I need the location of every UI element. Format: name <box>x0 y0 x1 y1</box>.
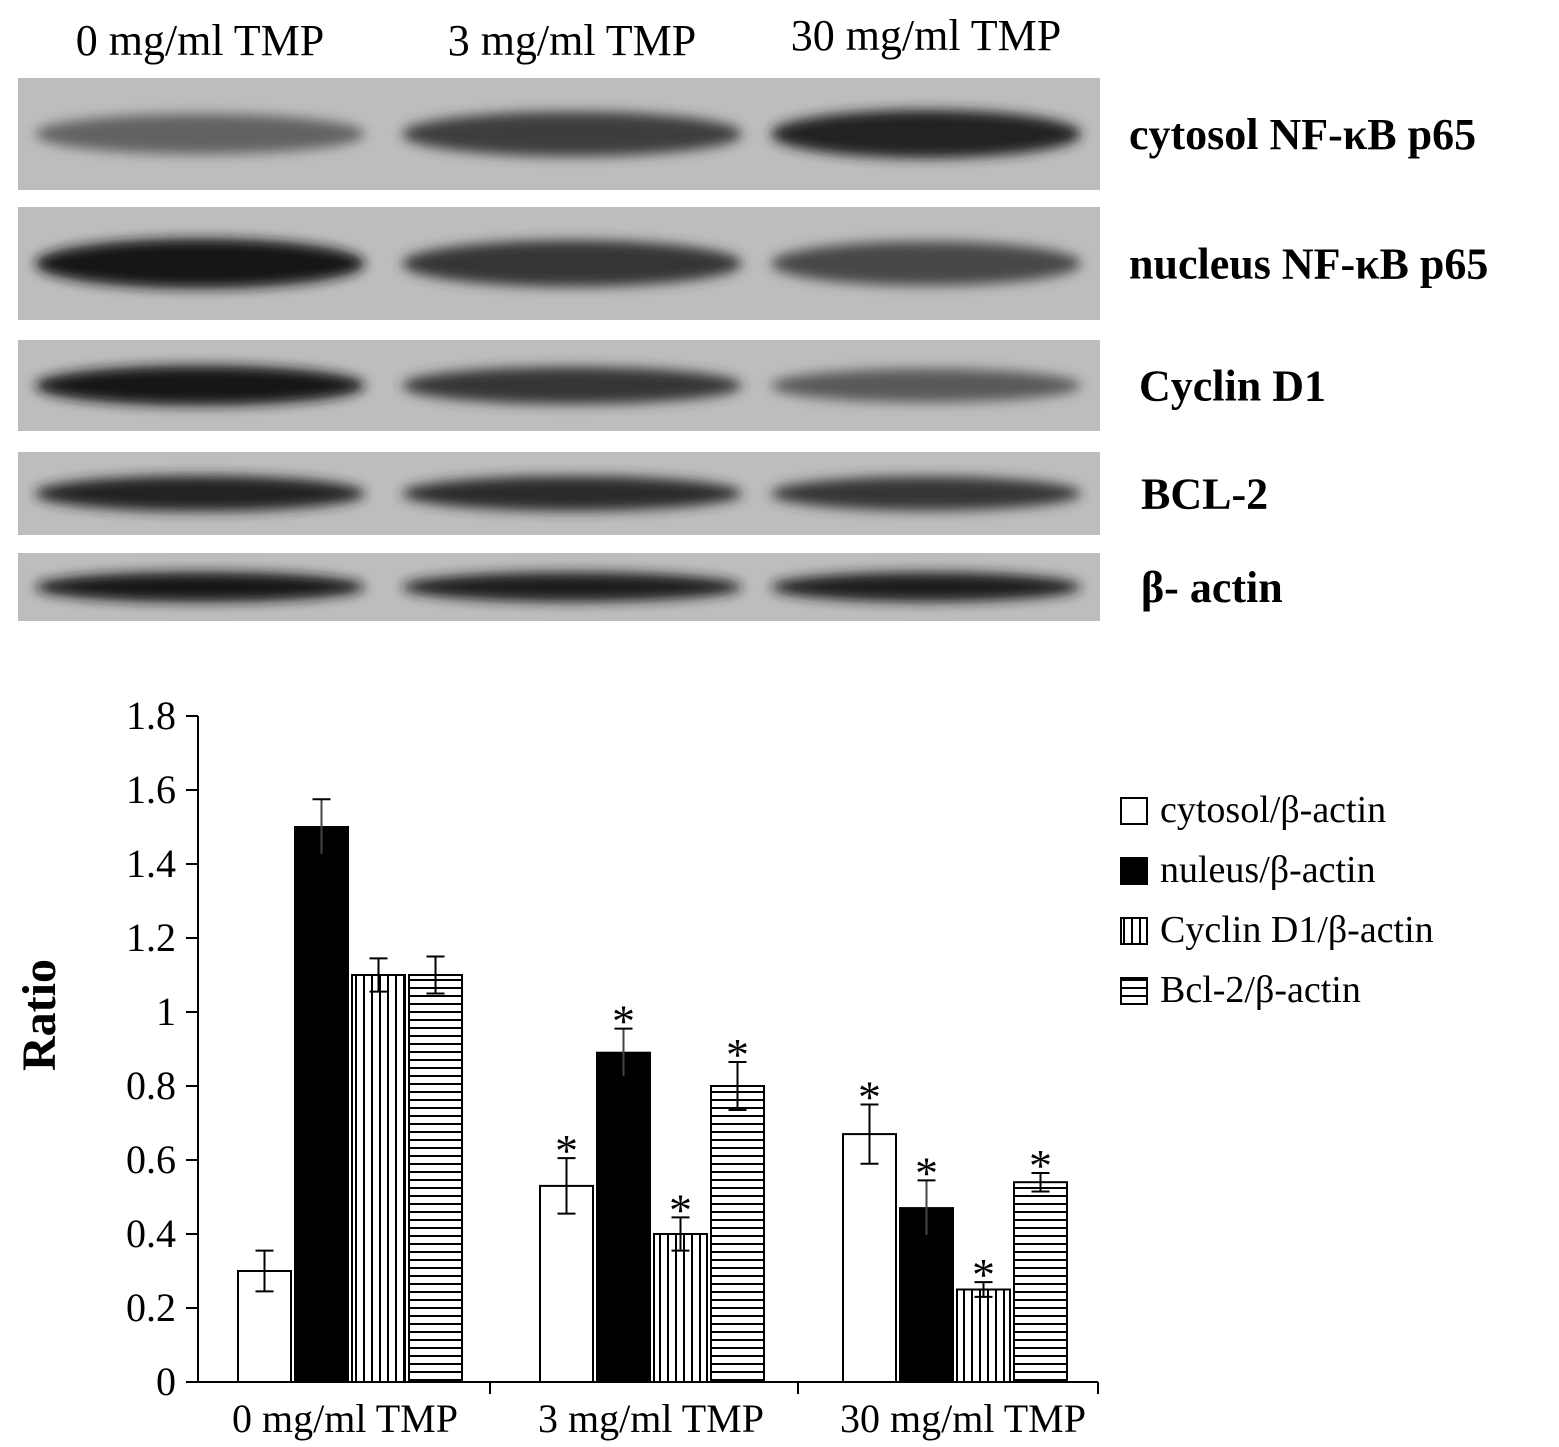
legend-item: Cyclin D1/β-actin <box>1120 909 1434 951</box>
bar <box>294 826 349 1383</box>
blot-band <box>35 475 365 512</box>
blot-band <box>402 240 742 287</box>
lane-labels: 0 mg/ml TMP 3 mg/ml TMP 30 mg/ml TMP <box>76 11 1062 65</box>
blot-row: nucleus NF-κB p65 <box>18 207 1488 320</box>
legend-swatch <box>1120 797 1148 825</box>
y-tick-label: 0.4 <box>126 1211 176 1256</box>
blot-band <box>771 476 1081 511</box>
lane-label-0: 0 mg/ml TMP <box>76 16 325 65</box>
y-tick-label: 1.2 <box>126 915 176 960</box>
blot-band <box>35 365 365 406</box>
legend-item: cytosol/β-actin <box>1120 789 1386 831</box>
blot-band <box>35 113 365 155</box>
y-tick-label: 0.8 <box>126 1063 176 1108</box>
lane-label-2: 30 mg/ml TMP <box>791 11 1062 60</box>
blot-band <box>771 572 1081 602</box>
y-tick-label: 1.8 <box>126 693 176 738</box>
blot-band <box>402 572 742 602</box>
legend: cytosol/β-actin nuleus/β-actin Cyclin D1/β… <box>1120 789 1434 1011</box>
bar <box>899 1207 954 1383</box>
blot-band <box>402 366 742 405</box>
bars: * * * * * * * * <box>237 798 1068 1384</box>
blot-band <box>35 572 365 602</box>
bar <box>956 1288 1011 1383</box>
legend-swatch <box>1120 977 1148 1005</box>
y-tick-label: 1.6 <box>126 767 176 812</box>
blot-row-label: β- actin <box>1141 563 1283 612</box>
y-tick-label: 0.6 <box>126 1137 176 1182</box>
x-tick-label: 3 mg/ml TMP <box>538 1396 764 1441</box>
significance-marker: * <box>1029 1140 1052 1191</box>
blot-row-label: BCL-2 <box>1141 470 1268 519</box>
legend-swatch <box>1120 857 1148 885</box>
x-tick-label: 30 mg/ml TMP <box>840 1396 1086 1441</box>
blot-band <box>402 476 742 511</box>
western-blot-panel: 0 mg/ml TMP 3 mg/ml TMP 30 mg/ml TMP cyt… <box>18 11 1488 621</box>
significance-marker: * <box>669 1184 692 1235</box>
bar <box>653 1233 708 1383</box>
lane-label-1: 3 mg/ml TMP <box>448 16 697 65</box>
significance-marker: * <box>555 1125 578 1176</box>
blot-band <box>771 109 1081 159</box>
x-axis: 0 mg/ml TMP 3 mg/ml TMP 30 mg/ml TMP <box>198 1381 1099 1441</box>
blot-band <box>35 238 365 289</box>
legend-label: Bcl-2/β-actin <box>1160 969 1361 1011</box>
bar <box>539 1184 594 1384</box>
bar <box>596 1051 651 1383</box>
y-tick-label: 1.4 <box>126 841 176 886</box>
bar <box>408 974 463 1383</box>
y-tick-label: 1 <box>156 989 176 1034</box>
bar <box>710 1085 765 1383</box>
legend-swatch <box>1120 917 1148 945</box>
significance-marker: * <box>612 996 635 1047</box>
y-axis: 0 0.2 0.4 0.6 0.8 1 1.2 1.4 1.6 1.8 <box>126 693 199 1404</box>
bar-chart: Ratio 0 0.2 0.4 0.6 0.8 1 1.2 1.4 1.6 1.8 0 mg/ml… <box>13 693 1434 1441</box>
legend-item: Bcl-2/β-actin <box>1120 969 1361 1011</box>
blot-row-label: Cyclin D1 <box>1139 362 1326 411</box>
bar <box>842 1133 897 1383</box>
blot-band <box>771 241 1081 286</box>
bar <box>1013 1181 1068 1383</box>
significance-marker: * <box>726 1029 749 1080</box>
legend-item: nuleus/β-actin <box>1120 849 1376 891</box>
significance-marker: * <box>915 1147 938 1198</box>
y-tick-label: 0 <box>156 1359 176 1404</box>
bar <box>351 974 406 1383</box>
blot-row-label: cytosol NF-κB p65 <box>1129 110 1476 159</box>
legend-label: nuleus/β-actin <box>1160 849 1376 891</box>
legend-label: cytosol/β-actin <box>1160 789 1386 831</box>
significance-marker: * <box>858 1072 881 1123</box>
blot-row: β- actin <box>18 553 1283 621</box>
legend-label: Cyclin D1/β-actin <box>1160 909 1434 951</box>
blot-band <box>402 111 742 157</box>
blot-row: cytosol NF-κB p65 <box>18 78 1476 190</box>
x-tick-label: 0 mg/ml TMP <box>232 1396 458 1441</box>
blot-row-label: nucleus NF-κB p65 <box>1129 240 1488 289</box>
blot-rows: cytosol NF-κB p65 nucleus NF-κB p65 Cyclin… <box>18 78 1488 621</box>
blot-band <box>771 368 1081 403</box>
y-tick-label: 0.2 <box>126 1285 176 1330</box>
blot-row: Cyclin D1 <box>18 340 1326 431</box>
y-axis-title: Ratio <box>13 959 66 1071</box>
significance-marker: * <box>972 1249 995 1300</box>
blot-row: BCL-2 <box>18 452 1268 535</box>
